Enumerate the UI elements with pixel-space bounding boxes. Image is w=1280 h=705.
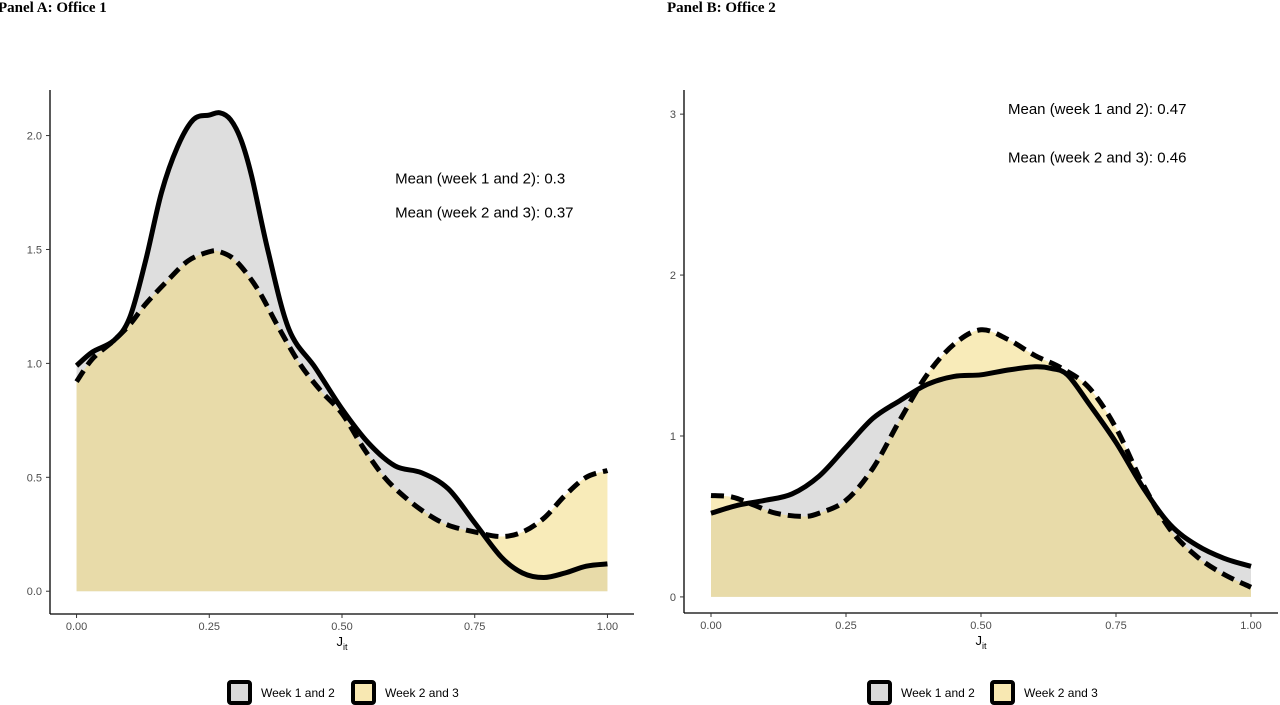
mean-annotation-week23: Mean (week 2 and 3): 0.37 <box>395 205 573 222</box>
legend-swatch-week23 <box>990 680 1015 705</box>
y-tick-label: 2 <box>670 270 676 282</box>
x-axis-title: Jit <box>337 634 348 652</box>
mean-annotation-week23: Mean (week 2 and 3): 0.46 <box>1008 149 1186 166</box>
y-tick-label: 1.0 <box>27 358 42 370</box>
x-tick-label: 0.25 <box>835 620 856 632</box>
y-tick-label: 0.5 <box>27 472 42 484</box>
x-tick-label: 0.00 <box>700 620 721 632</box>
mean-annotation-week12: Mean (week 1 and 2): 0.47 <box>1008 101 1186 118</box>
legend-panel-a: Week 1 and 2 Week 2 and 3 <box>227 680 459 705</box>
y-tick-label: 0.0 <box>27 586 42 598</box>
legend-label-week23: Week 2 and 3 <box>385 686 459 700</box>
x-axis-title: Jit <box>976 633 987 651</box>
density-line-week23 <box>74 248 609 540</box>
x-tick-label: 0.75 <box>1105 620 1126 632</box>
panel-a-title: Panel A: Office 1 <box>0 0 107 16</box>
y-tick-label: 3 <box>670 109 676 121</box>
legend-label-week12: Week 1 and 2 <box>261 686 335 700</box>
legend-panel-b: Week 1 and 2 Week 2 and 3 <box>867 680 1098 705</box>
panel-a-office-1: Panel A: Office 1 0.00 0.25 0.50 0.75 1.00 0.… <box>0 0 634 652</box>
density-area-week23 <box>711 329 1251 597</box>
panel-b-office-2: Panel B: Office 2 0.00 0.25 0.50 0.75 1.00 0 1… <box>667 0 1278 651</box>
density-area-week23 <box>76 250 608 592</box>
x-tick-label: 0.50 <box>970 620 991 632</box>
x-tick-label: 0.00 <box>66 621 87 633</box>
x-tick-label: 1.00 <box>597 621 618 633</box>
x-tick-label: 1.00 <box>1240 620 1261 632</box>
legend-swatch-week23 <box>351 680 376 705</box>
mean-annotation-week12: Mean (week 1 and 2): 0.3 <box>395 170 565 187</box>
y-tick-label: 2.0 <box>27 131 42 143</box>
y-tick-label: 1.5 <box>27 244 42 256</box>
legend-swatch-week12 <box>867 680 892 705</box>
legend-swatch-week12 <box>227 680 252 705</box>
y-tick-label: 0 <box>670 592 676 604</box>
panel-b-title: Panel B: Office 2 <box>667 0 776 16</box>
x-tick-label: 0.25 <box>199 621 220 633</box>
density-line-week23 <box>710 327 1253 590</box>
x-tick-label: 0.75 <box>464 621 485 633</box>
legend-label-week12: Week 1 and 2 <box>901 686 975 700</box>
density-line-week12 <box>74 110 608 581</box>
y-tick-label: 1 <box>670 431 676 443</box>
legend-label-week23: Week 2 and 3 <box>1024 686 1098 700</box>
x-tick-label: 0.50 <box>331 621 352 633</box>
